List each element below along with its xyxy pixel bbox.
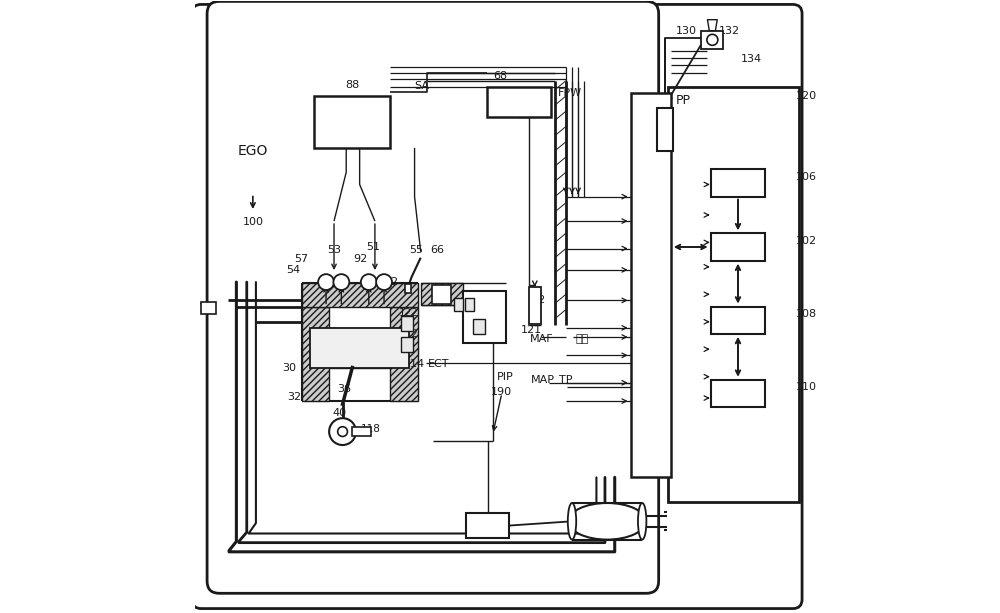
FancyBboxPatch shape: [529, 287, 541, 324]
Text: 36: 36: [337, 384, 351, 394]
FancyBboxPatch shape: [192, 4, 802, 609]
FancyBboxPatch shape: [207, 1, 659, 593]
Text: 132: 132: [719, 26, 740, 36]
Text: 54: 54: [287, 265, 301, 275]
FancyBboxPatch shape: [314, 96, 390, 148]
Text: TP: TP: [559, 375, 572, 385]
FancyBboxPatch shape: [466, 512, 509, 538]
Circle shape: [338, 427, 347, 436]
Text: MAP: MAP: [531, 375, 555, 385]
Ellipse shape: [638, 503, 646, 539]
Text: 70: 70: [602, 516, 616, 527]
Text: CPU: CPU: [725, 240, 751, 254]
Text: 55: 55: [409, 245, 423, 256]
Circle shape: [333, 274, 349, 290]
FancyBboxPatch shape: [463, 291, 506, 343]
Text: 123: 123: [470, 311, 490, 321]
Text: 190: 190: [491, 387, 512, 397]
Text: 48: 48: [317, 277, 331, 287]
Text: MAF: MAF: [530, 334, 553, 344]
Text: 122: 122: [399, 308, 418, 318]
Ellipse shape: [568, 503, 576, 539]
Text: 62: 62: [452, 300, 465, 310]
Text: ROM: ROM: [723, 177, 753, 189]
Text: 104: 104: [631, 96, 653, 106]
Bar: [390, 306, 418, 401]
Text: RAM: RAM: [724, 314, 752, 327]
Text: 40: 40: [332, 408, 347, 418]
Text: 120: 120: [796, 91, 817, 101]
FancyBboxPatch shape: [701, 31, 723, 49]
Text: 118: 118: [361, 424, 381, 433]
Text: 100: 100: [242, 217, 263, 227]
Text: 驱动器: 驱动器: [506, 95, 531, 109]
Text: 92: 92: [480, 519, 496, 532]
Text: I/O: I/O: [642, 337, 660, 349]
Text: 53: 53: [327, 245, 341, 256]
Circle shape: [707, 34, 718, 45]
FancyBboxPatch shape: [454, 298, 463, 311]
Text: 112: 112: [399, 329, 418, 339]
FancyBboxPatch shape: [631, 93, 671, 478]
Text: 32: 32: [287, 392, 301, 402]
FancyBboxPatch shape: [711, 169, 765, 197]
Text: ECT: ECT: [428, 359, 450, 370]
Text: 30: 30: [282, 362, 296, 373]
FancyBboxPatch shape: [487, 87, 551, 117]
Text: PIP: PIP: [497, 371, 513, 382]
Circle shape: [376, 274, 392, 290]
FancyBboxPatch shape: [405, 284, 411, 293]
Text: 102: 102: [796, 236, 817, 246]
Text: 52: 52: [384, 277, 398, 287]
FancyBboxPatch shape: [432, 284, 451, 304]
Text: 66: 66: [430, 245, 444, 256]
Text: 51: 51: [366, 242, 380, 252]
Text: 升压: 升压: [576, 334, 589, 344]
Text: 57: 57: [295, 254, 309, 264]
Text: 106: 106: [796, 172, 817, 182]
Bar: [302, 306, 329, 401]
Text: 系统: 系统: [344, 125, 360, 139]
Text: 121: 121: [521, 326, 542, 335]
Circle shape: [361, 274, 377, 290]
Text: 114: 114: [404, 359, 425, 370]
Text: 88: 88: [345, 80, 359, 90]
FancyBboxPatch shape: [352, 427, 371, 436]
Bar: [302, 283, 418, 306]
Bar: [421, 283, 463, 305]
Text: 64: 64: [463, 300, 476, 310]
FancyBboxPatch shape: [401, 316, 413, 331]
Text: FPW: FPW: [558, 88, 582, 98]
Text: 134: 134: [741, 55, 762, 64]
Text: 108: 108: [796, 309, 817, 319]
FancyBboxPatch shape: [465, 298, 474, 311]
Text: SA: SA: [414, 80, 429, 91]
FancyBboxPatch shape: [711, 379, 765, 407]
Ellipse shape: [568, 503, 646, 539]
FancyBboxPatch shape: [310, 328, 409, 368]
FancyBboxPatch shape: [401, 337, 413, 352]
Text: 110: 110: [796, 383, 817, 392]
Text: 94: 94: [477, 308, 493, 321]
Text: 130: 130: [676, 26, 697, 36]
Text: 126: 126: [199, 303, 218, 313]
Text: 44: 44: [434, 289, 449, 299]
Circle shape: [329, 418, 356, 445]
FancyBboxPatch shape: [711, 234, 765, 261]
FancyBboxPatch shape: [668, 87, 799, 502]
Text: 92: 92: [354, 254, 368, 264]
Text: 68: 68: [493, 71, 507, 81]
FancyBboxPatch shape: [473, 319, 485, 334]
Text: KAM: KAM: [724, 387, 752, 400]
Circle shape: [318, 274, 334, 290]
Text: 42: 42: [532, 295, 546, 305]
Text: EGO: EGO: [238, 144, 268, 158]
FancyBboxPatch shape: [657, 108, 673, 151]
FancyBboxPatch shape: [711, 306, 765, 334]
Text: PP: PP: [676, 94, 691, 107]
FancyBboxPatch shape: [201, 302, 216, 314]
Text: 点火: 点火: [344, 105, 360, 120]
